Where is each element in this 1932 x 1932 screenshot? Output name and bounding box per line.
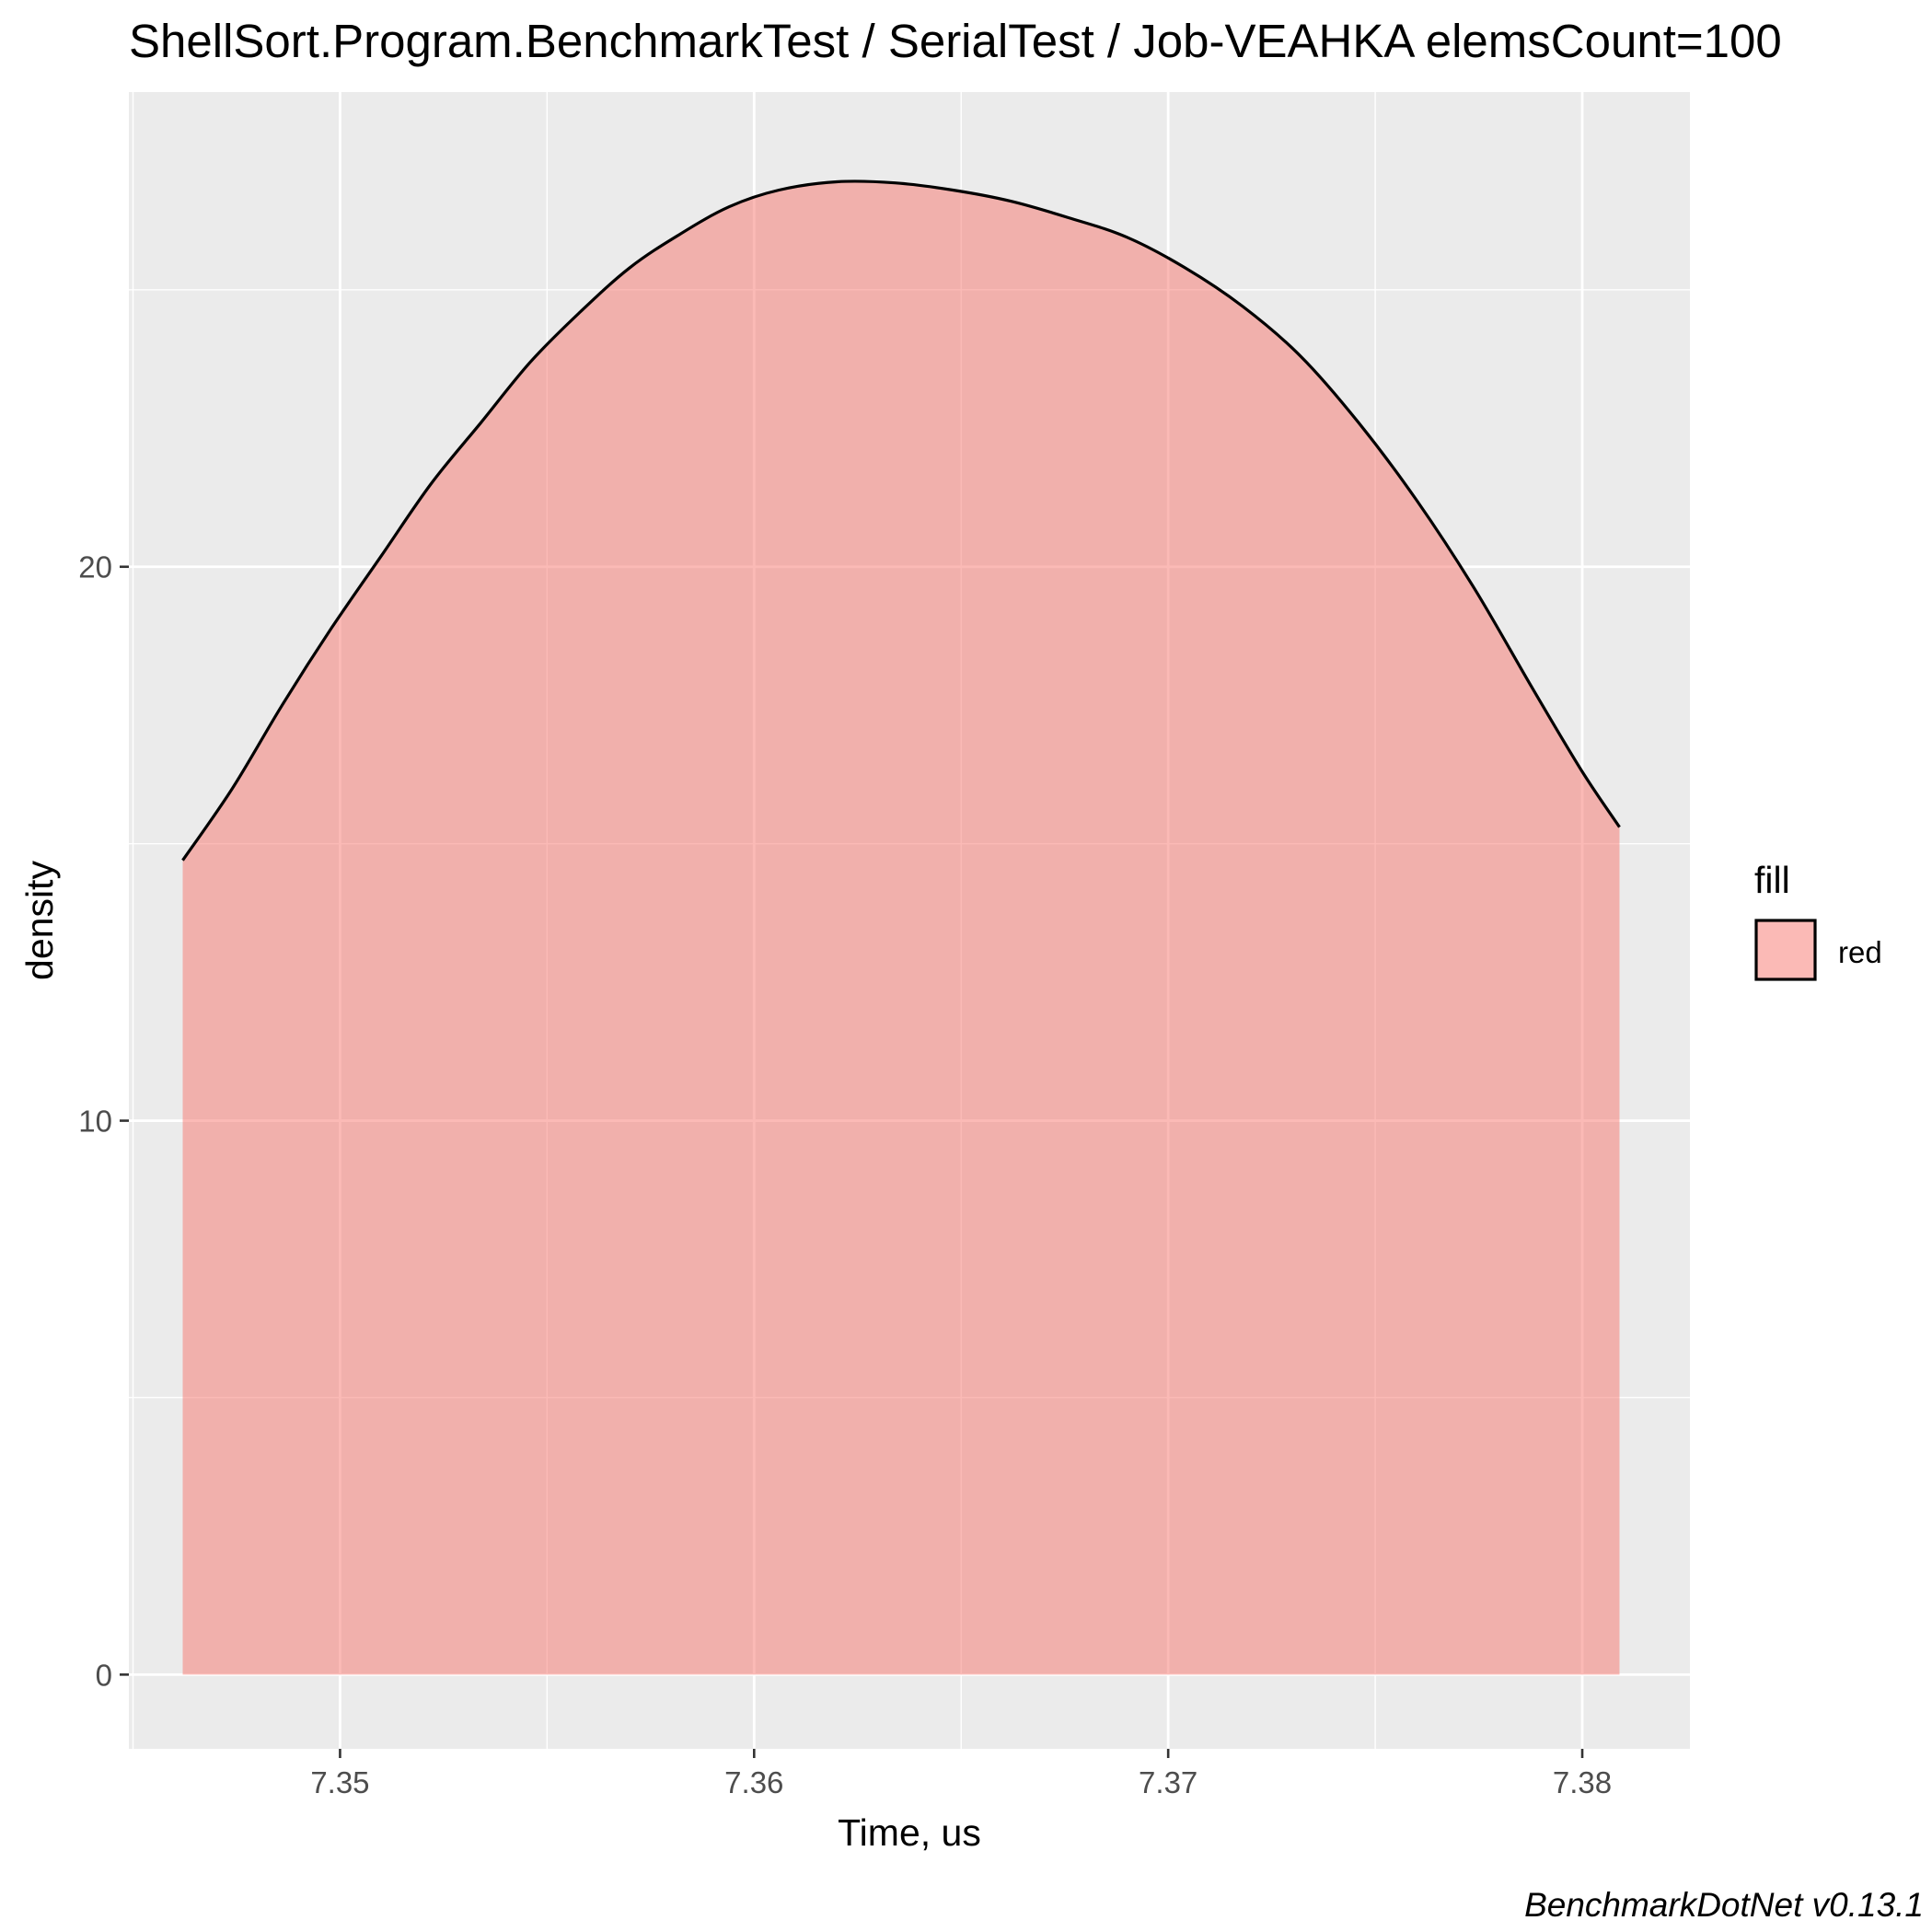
y-tick-label: 0 [96,1658,112,1692]
density-series [181,179,1621,1675]
y-axis-title: density [18,861,61,980]
x-tick-label: 7.38 [1553,1765,1612,1799]
y-tick-label: 10 [78,1105,112,1139]
x-axis: 7.35 7.36 7.37 7.38 [310,1749,1612,1799]
y-axis: 0 10 20 [78,550,129,1692]
x-tick-label: 7.35 [310,1765,369,1799]
legend-title: fill [1754,859,1790,901]
density-area [182,180,1620,1675]
x-axis-title: Time, us [838,1811,981,1854]
density-curve [181,179,1621,862]
caption: BenchmarkDotNet v0.13.1 [1524,1886,1924,1924]
x-tick-label: 7.36 [724,1765,783,1799]
x-tick-label: 7.37 [1139,1765,1197,1799]
chart-title: ShellSort.Program.BenchmarkTest / Serial… [129,15,1782,67]
legend: fill red [1754,859,1882,981]
legend-label-red: red [1838,935,1882,969]
y-tick-label: 20 [78,550,112,584]
legend-key-red [1754,919,1817,981]
